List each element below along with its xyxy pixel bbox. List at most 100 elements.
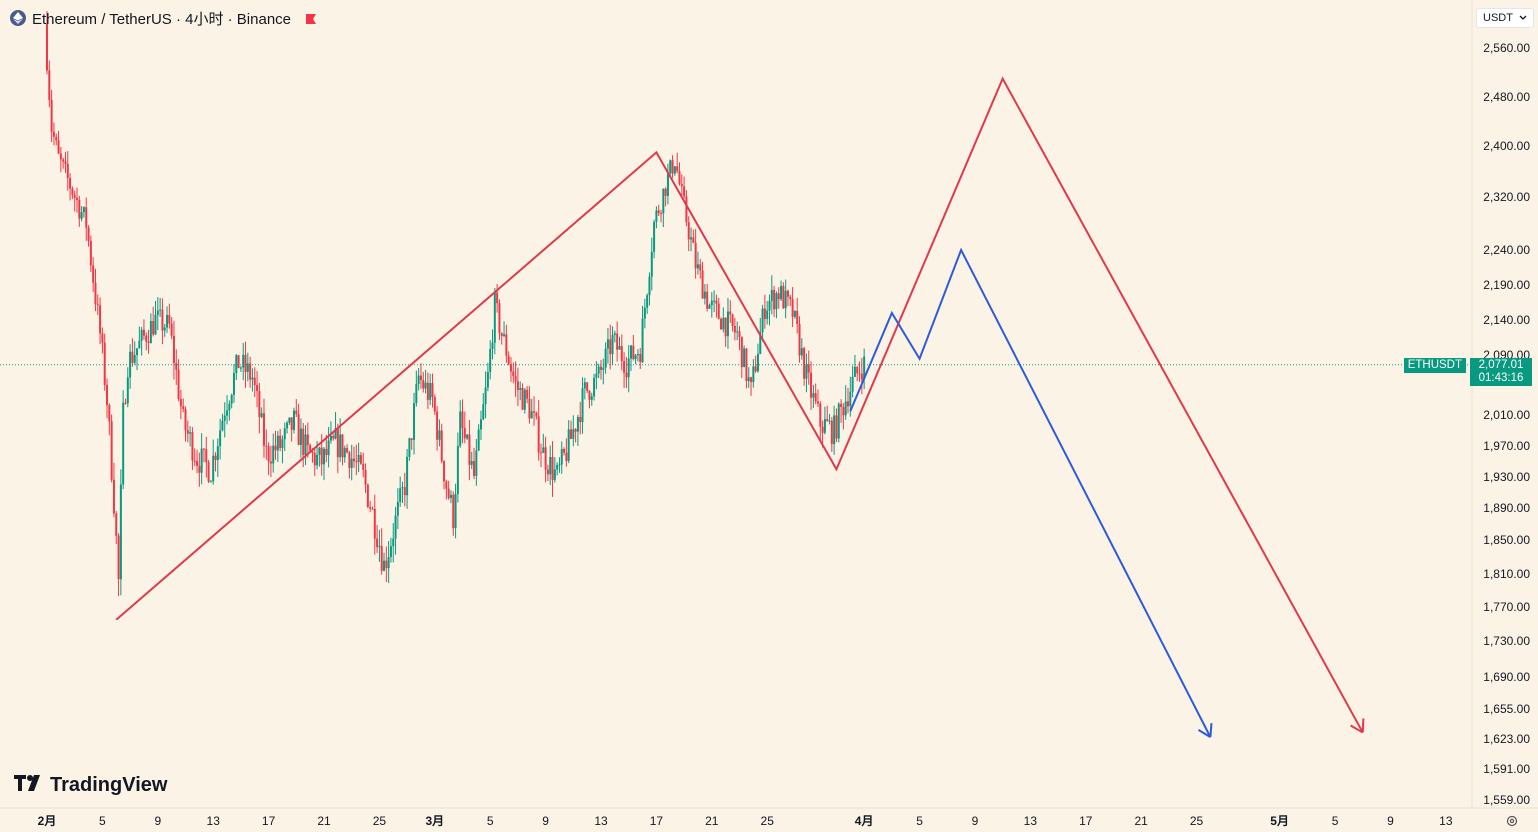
candle-body: [440, 430, 443, 462]
candle-body: [618, 346, 621, 350]
candle-body: [380, 546, 383, 571]
y-tick-label: 1,623.00: [1483, 732, 1530, 746]
candle-body: [567, 429, 570, 461]
candle-body: [161, 309, 164, 331]
candle-body: [163, 327, 166, 331]
candle-body: [92, 265, 95, 283]
candle-body: [48, 70, 51, 101]
candle-body: [272, 445, 275, 464]
candle-body: [149, 321, 152, 344]
y-tick-label: 1,810.00: [1483, 567, 1530, 581]
x-tick-label: 9: [154, 814, 161, 828]
candle-body: [249, 363, 252, 380]
candle-body: [789, 296, 792, 300]
settings-icon[interactable]: [1506, 814, 1518, 827]
candle-body: [364, 469, 367, 485]
currency-selector[interactable]: USDT: [1476, 8, 1534, 28]
price-axis-panel: [1472, 0, 1538, 828]
candle-body: [281, 439, 284, 449]
candle-body: [602, 367, 605, 370]
candle-body: [593, 377, 596, 397]
candle-body: [62, 159, 65, 162]
candle-body: [496, 292, 499, 304]
x-tick-label: 25: [761, 814, 775, 828]
candle-body: [108, 405, 111, 422]
candle-body: [816, 401, 819, 404]
candle-body: [87, 227, 90, 241]
candle-body: [581, 388, 584, 423]
candle-body: [179, 399, 182, 407]
candle-body: [115, 513, 118, 536]
candle-body: [643, 307, 646, 319]
candle-body: [325, 448, 328, 456]
candle-body: [262, 413, 265, 446]
candle-body: [193, 460, 196, 462]
y-tick-label: 1,890.00: [1483, 501, 1530, 515]
candle-body: [703, 291, 706, 299]
y-tick-label: 2,010.00: [1483, 408, 1530, 422]
candle-body: [182, 406, 185, 410]
candle-body: [156, 310, 159, 315]
candle-body: [740, 336, 743, 368]
candle-body: [200, 448, 203, 473]
candle-body: [636, 353, 639, 356]
candle-body: [523, 389, 526, 410]
candle-body: [353, 458, 356, 462]
candle-body: [117, 535, 120, 580]
candle-body: [736, 331, 739, 333]
candle-body: [133, 355, 136, 363]
candle-body: [863, 356, 866, 380]
candle-body: [696, 264, 699, 269]
candle-body: [814, 393, 817, 402]
x-tick-label: 13: [594, 814, 608, 828]
candle-body: [800, 348, 803, 356]
candle-body: [373, 508, 376, 539]
candle-body: [856, 366, 859, 374]
candle-body: [606, 339, 609, 349]
candle-body: [73, 194, 76, 198]
y-tick-label: 1,930.00: [1483, 470, 1530, 484]
candle-body: [288, 417, 291, 423]
candle-body: [830, 420, 833, 445]
x-tick-label: 9: [542, 814, 549, 828]
flag-icon[interactable]: [305, 12, 317, 24]
candle-body: [456, 445, 459, 495]
candle-body: [678, 171, 681, 184]
candle-body: [754, 366, 757, 372]
candle-body: [376, 538, 379, 547]
candle-body: [232, 373, 235, 395]
candle-body: [159, 309, 162, 311]
candle-body: [186, 430, 189, 434]
x-tick-label: 5: [487, 814, 494, 828]
candle-body: [558, 464, 561, 466]
candle-body: [551, 457, 554, 480]
candle-body: [597, 366, 600, 374]
candle-body: [823, 419, 826, 433]
candle-body: [768, 300, 771, 311]
candle-body: [46, 23, 48, 71]
candle-body: [780, 285, 783, 300]
candle-body: [142, 329, 145, 336]
candle-body: [632, 345, 635, 360]
candle-body: [860, 373, 863, 380]
candle-body: [761, 308, 764, 333]
candle-body: [131, 351, 134, 363]
x-tick-label: 13: [207, 814, 221, 828]
candle-body: [666, 173, 669, 196]
candle-body: [323, 448, 325, 465]
candle-body: [713, 300, 716, 302]
candle-body: [565, 452, 568, 461]
candle-body: [392, 538, 395, 547]
candle-body: [479, 419, 482, 430]
x-tick-label: 5: [1332, 814, 1339, 828]
candle-body: [311, 452, 314, 454]
candle-body: [318, 447, 321, 455]
candle-body: [722, 317, 725, 330]
candle-body: [720, 318, 723, 330]
candle-body: [466, 434, 469, 439]
candle-body: [59, 153, 62, 160]
tradingview-logo[interactable]: TradingView: [14, 774, 167, 797]
candle-body: [609, 339, 612, 355]
